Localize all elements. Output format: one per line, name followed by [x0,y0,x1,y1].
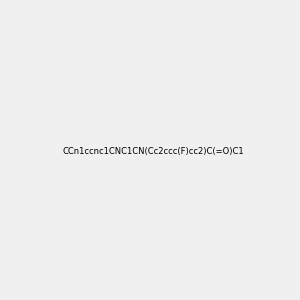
Text: CCn1ccnc1CNC1CN(Cc2ccc(F)cc2)C(=O)C1: CCn1ccnc1CNC1CN(Cc2ccc(F)cc2)C(=O)C1 [63,147,244,156]
